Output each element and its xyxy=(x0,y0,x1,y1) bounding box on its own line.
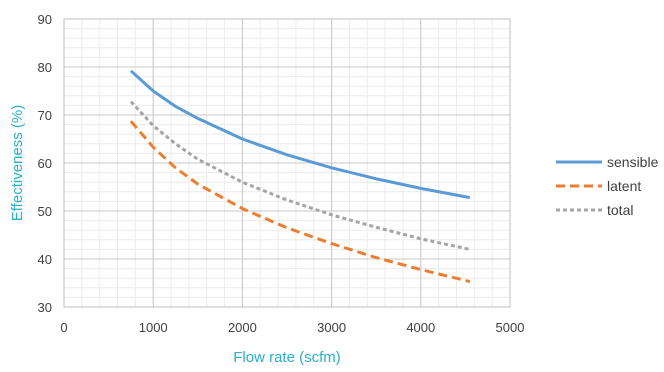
x-axis-title: Flow rate (scfm) xyxy=(233,349,341,366)
y-tick-label: 50 xyxy=(38,204,52,219)
legend-label-latent: latent xyxy=(607,178,641,194)
x-tick-label: 2000 xyxy=(228,320,257,335)
y-tick-label: 60 xyxy=(38,156,52,171)
series-line-sensible xyxy=(129,69,471,200)
x-tick-label: 0 xyxy=(60,320,67,335)
y-tick-label: 90 xyxy=(38,12,52,27)
legend: sensible latent total xyxy=(556,154,659,218)
y-tick-label: 80 xyxy=(38,60,52,75)
series-layer xyxy=(129,69,471,284)
y-tick-label: 70 xyxy=(38,108,52,123)
y-axis-tick-labels: 30 40 50 60 70 80 90 xyxy=(38,12,52,315)
x-tick-label: 5000 xyxy=(496,320,525,335)
series-line-total xyxy=(129,100,471,251)
y-tick-label: 30 xyxy=(38,300,52,315)
y-tick-label: 40 xyxy=(38,252,52,267)
legend-label-total: total xyxy=(607,202,633,218)
x-tick-label: 3000 xyxy=(317,320,346,335)
plot-area-border xyxy=(63,18,511,308)
x-tick-label: 1000 xyxy=(139,320,168,335)
legend-label-sensible: sensible xyxy=(607,154,659,170)
x-tick-label: 4000 xyxy=(406,320,435,335)
x-axis-tick-labels: 0 1000 2000 3000 4000 5000 xyxy=(60,320,524,335)
series-line-latent xyxy=(129,120,471,284)
y-axis-title: Effectiveness (%) xyxy=(9,105,26,221)
